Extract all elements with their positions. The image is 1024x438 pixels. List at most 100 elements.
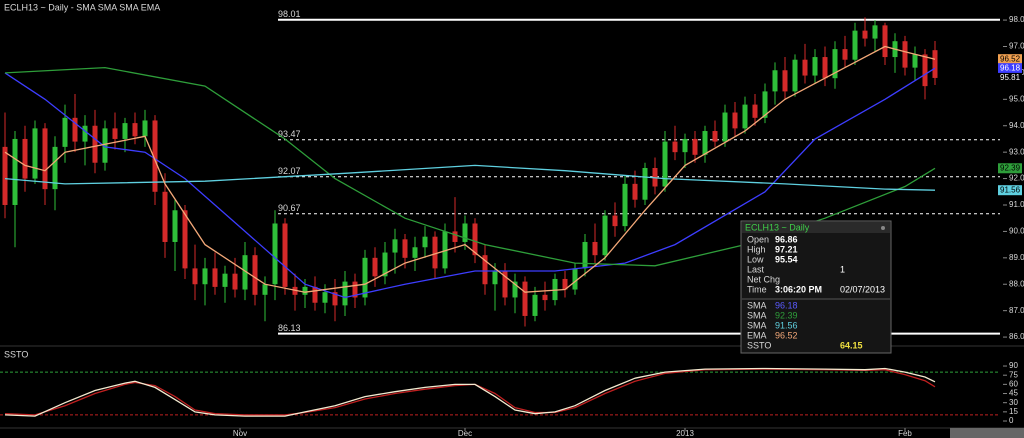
- x-tick-label: Dec: [458, 429, 472, 438]
- tooltip-value: 3:06:20 PM: [775, 284, 822, 294]
- oscillator-title: SSTO: [4, 349, 28, 359]
- tooltip-label: SMA: [747, 300, 767, 310]
- candle-body: [272, 223, 278, 285]
- candle-body: [232, 273, 238, 290]
- candle-body: [62, 117, 68, 147]
- tooltip-value: 64.15: [840, 340, 863, 350]
- candle-body: [862, 30, 868, 39]
- y-tick-label: 89.00: [1009, 253, 1024, 262]
- candle-body: [82, 125, 88, 142]
- tooltip-value: 96.52: [775, 330, 798, 340]
- last-value-label: 92.39: [1000, 163, 1021, 172]
- candle-body: [302, 286, 308, 295]
- candle-body: [402, 239, 408, 258]
- candle-body: [242, 255, 248, 290]
- last-value-label: 95.81: [1000, 73, 1021, 82]
- moving-average-line: [4, 164, 936, 191]
- candle-body: [52, 146, 58, 190]
- candle-body: [532, 294, 538, 316]
- candle-body: [922, 54, 928, 87]
- candle-body: [812, 57, 818, 76]
- scroll-thumb[interactable]: [950, 428, 1024, 438]
- last-value-box: [998, 72, 1022, 83]
- candle-body: [852, 30, 858, 60]
- candle-body: [642, 168, 648, 200]
- candle-body: [912, 54, 918, 68]
- candle-body: [332, 292, 338, 306]
- last-value-label: 91.56: [1000, 185, 1021, 194]
- y-tick-label: 88.00: [1009, 279, 1024, 288]
- tooltip-label: SMA: [747, 310, 767, 320]
- tooltip-box: [740, 220, 892, 354]
- osc-y-tick-label: 75: [1009, 370, 1018, 379]
- y-tick-label: 91.00: [1009, 200, 1024, 209]
- x-tick-label: 2013: [676, 429, 694, 438]
- candle-body: [212, 268, 218, 287]
- candle-body: [192, 268, 198, 285]
- candle-body: [902, 41, 908, 68]
- osc-y-tick-label: 45: [1009, 389, 1018, 398]
- candle-body: [472, 223, 478, 256]
- last-value-box: [998, 185, 1022, 196]
- tooltip-label: Last: [747, 264, 765, 274]
- candle-body: [772, 70, 778, 92]
- candle-body: [842, 49, 848, 60]
- candle-body: [622, 183, 628, 227]
- candle-body: [122, 123, 128, 139]
- tooltip-label: EMA: [747, 330, 767, 340]
- candle-body: [742, 104, 748, 129]
- candle-body: [12, 138, 18, 205]
- oscillator-line: [4, 367, 936, 417]
- candle-body: [352, 281, 358, 298]
- candle-body: [932, 50, 938, 78]
- candle-body: [692, 138, 698, 155]
- y-tick-label: 87.00: [1009, 306, 1024, 315]
- candle-body: [762, 91, 768, 118]
- candle-body: [222, 273, 228, 287]
- tooltip-value: 96.86: [775, 234, 798, 244]
- x-tick-label: Feb: [898, 429, 912, 438]
- candle-body: [882, 25, 888, 58]
- candle-body: [832, 49, 838, 79]
- candle-body: [312, 286, 318, 303]
- candle-body: [382, 252, 388, 277]
- tooltip-value: 96.18: [775, 300, 798, 310]
- candle-body: [512, 281, 518, 298]
- candle-body: [542, 294, 548, 301]
- osc-y-tick-label: 90: [1009, 361, 1018, 370]
- candle-body: [32, 128, 38, 179]
- tooltip-label: Low: [747, 254, 764, 264]
- osc-y-tick-label: 15: [1009, 407, 1018, 416]
- candle-body: [72, 117, 78, 142]
- chart-title: ECLH13 ~ Daily - SMA SMA SMA EMA: [4, 2, 160, 12]
- candle-body: [582, 241, 588, 269]
- level-label: 92.07: [278, 166, 301, 176]
- y-tick-label: 92.00: [1009, 174, 1024, 183]
- candle-body: [672, 141, 678, 153]
- candle-body: [792, 59, 798, 92]
- candle-body: [782, 70, 788, 92]
- tooltip-close[interactable]: [881, 226, 885, 230]
- candle-body: [802, 59, 808, 76]
- tooltip-value: 92.39: [775, 310, 798, 320]
- candle-body: [282, 223, 288, 287]
- candle-body: [492, 271, 498, 285]
- tooltip-value: 97.21: [775, 244, 798, 254]
- candle-body: [872, 25, 878, 39]
- candle-body: [522, 281, 528, 316]
- candle-body: [442, 231, 448, 269]
- candle-body: [322, 292, 328, 303]
- tooltip-label: SMA: [747, 320, 767, 330]
- candle-body: [462, 223, 468, 242]
- candle-body: [662, 141, 668, 187]
- moving-average-line: [4, 45, 936, 293]
- candle-body: [102, 128, 108, 163]
- tooltip-value: 1: [840, 264, 845, 274]
- candle-body: [172, 210, 178, 242]
- candle-body: [722, 112, 728, 142]
- osc-y-tick-label: 0: [1009, 416, 1014, 425]
- tooltip-label: SSTO: [747, 340, 771, 350]
- candle-body: [482, 255, 488, 285]
- last-value-label: 96.52: [1000, 54, 1021, 63]
